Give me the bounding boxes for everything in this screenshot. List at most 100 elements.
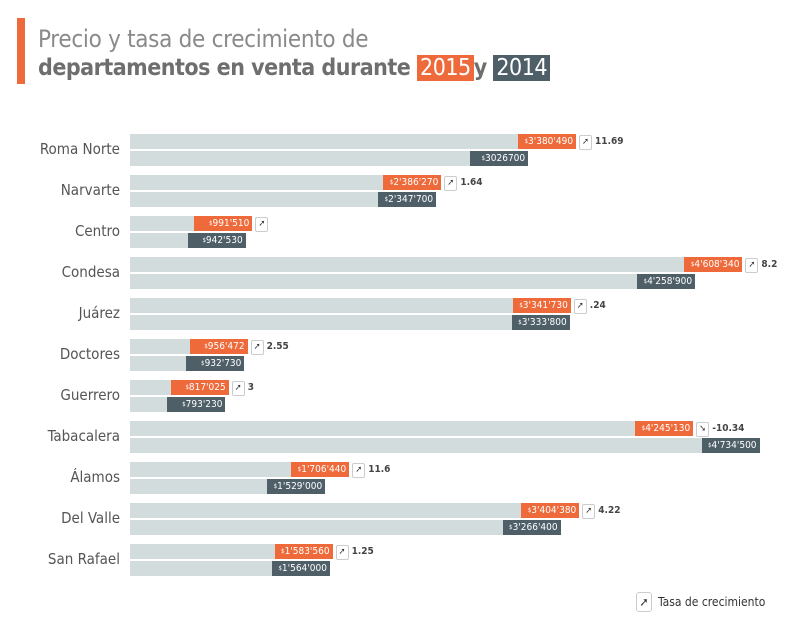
year-2015-badge: 2015 [417,55,474,81]
value-text: 991'510 [212,218,250,229]
category-label: Juárez [78,304,120,322]
category-label: Del Valle [61,509,120,527]
bar-track [130,421,694,436]
currency-symbol: $ [641,425,646,432]
value-label-2014: $4'258'900 [637,274,696,289]
bar-track [130,151,529,166]
value-label-2015: $4'245'130 [635,421,694,436]
bar-track [130,315,570,330]
growth-arrow-icon: ➘ [696,422,710,437]
bar-track [130,503,580,518]
growth-value: .24 [589,300,606,311]
category-label: Doctores [59,345,120,363]
currency-symbol: $ [519,302,523,309]
value-label-2014: $3'333'800 [511,315,570,330]
value-text: 4'245'130 [645,423,691,434]
legend: ➚ Tasa de crecimiento [636,592,765,612]
growth-arrow-icon: ➚ [579,135,593,150]
growth-arrow-icon: ➚ [335,545,349,560]
category-label: San Rafael [47,550,120,568]
currency-symbol: $ [509,524,513,531]
category-label: Álamos [70,468,120,486]
value-label-2014: $4'734'500 [701,438,760,453]
value-label-2014: $942'530 [187,233,246,248]
currency-symbol: $ [524,138,529,145]
currency-symbol: $ [708,442,712,449]
value-text: 1'529'000 [277,481,323,492]
value-label-2014: $3026700 [470,151,529,166]
value-text: 942'530 [205,235,243,246]
value-label-2014: $1'564'000 [271,561,330,576]
currency-symbol: $ [527,507,532,514]
bar-track [130,520,561,535]
value-text: 3'404'380 [531,505,577,516]
category-label: Guerrero [60,386,120,404]
value-text: 4'734'500 [711,440,757,451]
growth-value: 4.22 [598,505,621,516]
currency-symbol: $ [690,261,695,268]
currency-symbol: $ [481,155,486,162]
value-text: 2'347'700 [388,194,434,205]
bar-track [130,134,577,149]
currency-symbol: $ [643,278,648,285]
value-text: 1'706'440 [301,464,347,475]
currency-symbol: $ [278,565,282,572]
value-label-2014: $932'730 [186,356,245,371]
value-label-2015: $991'510 [194,216,253,231]
growth-value: 11.6 [368,464,391,475]
currency-symbol: $ [389,179,394,186]
bar-track [130,192,437,207]
title-connector: y [473,55,488,81]
category-label: Roma Norte [39,140,120,158]
category-label: Centro [74,222,120,240]
value-text: 817'025 [188,382,226,393]
growth-arrow-icon: ➚ [573,299,587,314]
value-label-2014: $793'230 [167,397,226,412]
bar-track [130,298,571,313]
value-text: 3'333'800 [521,317,567,328]
bar-track [130,438,760,453]
value-label-2014: $3'266'400 [502,520,561,535]
legend-label: Tasa de crecimiento [658,595,766,609]
category-label: Tabacalera [47,427,120,445]
growth-value: 8.2 [761,259,778,270]
growth-arrow-icon: ➚ [250,340,264,355]
value-text: 4'258'900 [647,276,693,287]
bar-track [130,175,442,190]
growth-arrow-icon: ➚ [255,217,269,232]
value-text: 3'341'730 [522,300,568,311]
currency-symbol: $ [384,196,389,203]
title-accent-bar [17,18,25,84]
value-label-2014: $2'347'700 [378,192,437,207]
currency-symbol: $ [201,360,205,367]
category-label: Narvarte [60,181,120,199]
growth-arrow-icon: ➚ [352,463,366,478]
currency-symbol: $ [297,466,302,473]
currency-symbol: $ [204,343,208,350]
value-text: 1'583'560 [284,546,330,557]
growth-value: 1.25 [351,546,374,557]
value-label-2015: $2'386'270 [383,175,442,190]
growth-value: 11.69 [595,136,624,147]
growth-value: 2.55 [266,341,289,352]
currency-symbol: $ [281,548,285,555]
growth-arrow-icon: ➚ [231,381,245,396]
value-label-2015: $3'404'380 [521,503,580,518]
value-text: 1'564'000 [281,563,327,574]
currency-symbol: $ [182,401,186,408]
currency-symbol: $ [518,319,522,326]
value-label-2015: $1'706'440 [291,462,350,477]
value-text: 2'386'270 [393,177,439,188]
title-line-1: Precio y tasa de crecimiento de [38,25,369,53]
bar-track [130,274,696,289]
value-text: 3'380'490 [528,136,574,147]
growth-arrow-icon: ➚ [636,592,652,612]
title-line-2: departamentos en venta durante 2015 y 201… [38,55,551,81]
title-text: departamentos en venta durante [38,55,411,81]
value-label-2015: $3'341'730 [512,298,571,313]
growth-arrow-icon: ➚ [582,504,596,519]
value-label-2015: $1'583'560 [274,544,333,559]
value-text: 956'472 [207,341,245,352]
growth-arrow-icon: ➚ [444,176,458,191]
value-label-2015: $3'380'490 [518,134,577,149]
